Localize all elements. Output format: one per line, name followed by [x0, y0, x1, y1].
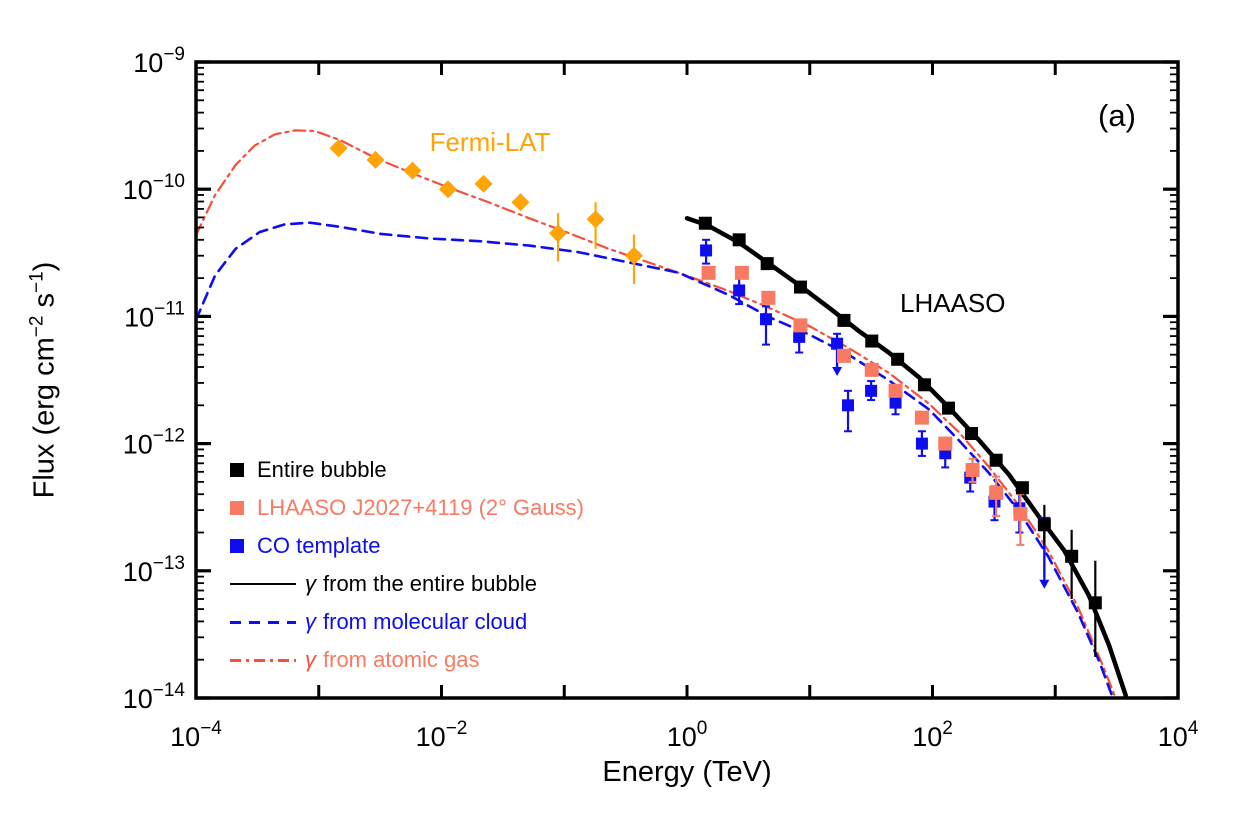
data-point	[837, 313, 851, 327]
y-title-part: Flux (erg cm	[28, 337, 61, 499]
series-Entire-bubble	[698, 216, 1102, 658]
lhaaso-annotation: LHAASO	[900, 288, 1006, 318]
data-point	[793, 318, 808, 333]
panel-letter-label: (a)	[1098, 98, 1136, 133]
data-point	[366, 150, 385, 169]
data-point	[831, 337, 844, 350]
data-point	[865, 384, 878, 397]
x-tick-label: 100	[667, 718, 708, 752]
legend-item-j2027: LHAASO J2027+4119 (2° Gauss)	[230, 495, 584, 521]
series-LHAASO-J2027+4119-(2°-Gauss)	[701, 265, 1028, 546]
y-title-sup: −1	[26, 271, 48, 293]
data-point	[511, 193, 530, 212]
data-point	[1088, 596, 1102, 610]
x-axis-title: Energy (TeV)	[602, 756, 772, 788]
data-point	[759, 313, 772, 326]
data-point	[941, 401, 955, 415]
legend-item-model-atomic: γ from atomic gas	[230, 647, 480, 673]
legend-label: from atomic gas	[323, 647, 480, 672]
x-tick-label: 102	[912, 718, 953, 752]
data-point	[888, 383, 903, 398]
data-point	[989, 453, 1003, 467]
y-tick-label: 10−14	[123, 680, 186, 714]
x-tick-label: 104	[1158, 718, 1199, 752]
legend-solid-line-sample	[230, 583, 296, 585]
plot-frame	[194, 60, 1180, 700]
fermi-lat-annotation: Fermi-LAT	[429, 127, 551, 157]
gamma-symbol: γ	[305, 647, 316, 672]
data-point	[761, 290, 776, 305]
legend-item-co-template: CO template	[230, 533, 381, 559]
legend-label: from molecular cloud	[323, 609, 528, 634]
y-title-sup: −2	[26, 315, 48, 338]
legend-label: CO template	[257, 533, 381, 558]
axes: 10−4 10−2 100 102 104 10−9 10−10 10−11 10−12 10−1…	[123, 44, 1199, 752]
data-point	[891, 352, 905, 366]
y-title-part: s	[28, 292, 61, 316]
data-point	[732, 233, 746, 247]
data-point	[700, 244, 713, 257]
y-title-part: )	[28, 261, 61, 272]
legend-marker-black-square	[230, 463, 244, 477]
data-point	[917, 378, 931, 392]
data-point	[965, 463, 980, 478]
data-point	[915, 437, 928, 450]
y-tick-label: 10−9	[133, 44, 185, 78]
x-tick-label: 10−2	[416, 718, 468, 752]
data-point	[1065, 549, 1079, 563]
series-Fermi-LAT	[329, 139, 643, 284]
y-tick-label: 10−11	[124, 298, 185, 332]
data-point	[864, 362, 879, 377]
data-point	[1037, 518, 1051, 532]
x-tick-label: 10−4	[170, 718, 222, 752]
curve-gamma-from-molecular-cloud	[196, 221, 1115, 698]
down-arrow	[832, 367, 843, 377]
data-point	[329, 139, 348, 158]
gamma-symbol: γ	[305, 571, 316, 596]
y-tick-label: 10−12	[123, 426, 185, 460]
y-tick-label: 10−13	[123, 553, 185, 587]
data-point	[474, 174, 493, 193]
data-point	[403, 161, 422, 180]
legend-marker-salmon-square	[230, 501, 244, 515]
data-point	[865, 334, 879, 348]
legend-marker-blue-square	[230, 539, 244, 553]
data-point	[793, 280, 807, 294]
y-axis-title: Flux (erg cm−2 s−1)	[27, 262, 62, 499]
data-point	[549, 224, 568, 243]
data-point	[842, 399, 855, 412]
data-point	[734, 265, 749, 280]
data-point	[698, 216, 712, 230]
legend-label: from the entire bubble	[323, 571, 538, 596]
data-point	[836, 348, 851, 363]
legend-label: Entire bubble	[257, 457, 387, 482]
legend-dashed-line-sample	[230, 620, 296, 624]
data-point	[624, 246, 643, 265]
data-point	[914, 410, 929, 425]
y-tick-label: 10−10	[123, 171, 185, 205]
data-point	[586, 210, 605, 229]
gamma-symbol: γ	[305, 609, 316, 634]
data-point	[889, 396, 902, 409]
legend-label: LHAASO J2027+4119 (2° Gauss)	[257, 495, 584, 520]
data-point	[965, 427, 979, 441]
data-point	[701, 265, 716, 280]
down-arrow	[1039, 579, 1050, 589]
legend-item-model-molecular: γ from molecular cloud	[230, 609, 527, 635]
legend-item-entire-bubble: Entire bubble	[230, 457, 387, 483]
data-point	[439, 180, 458, 199]
data-point	[989, 485, 1004, 500]
data-point	[793, 330, 806, 343]
data-point	[760, 257, 774, 271]
data-point	[938, 436, 953, 451]
legend-item-model-bubble: γ from the entire bubble	[230, 571, 537, 597]
data-point	[733, 284, 746, 297]
legend-dashdot-line-sample	[230, 658, 296, 662]
data-point	[1015, 481, 1029, 495]
data-point	[1013, 506, 1028, 521]
